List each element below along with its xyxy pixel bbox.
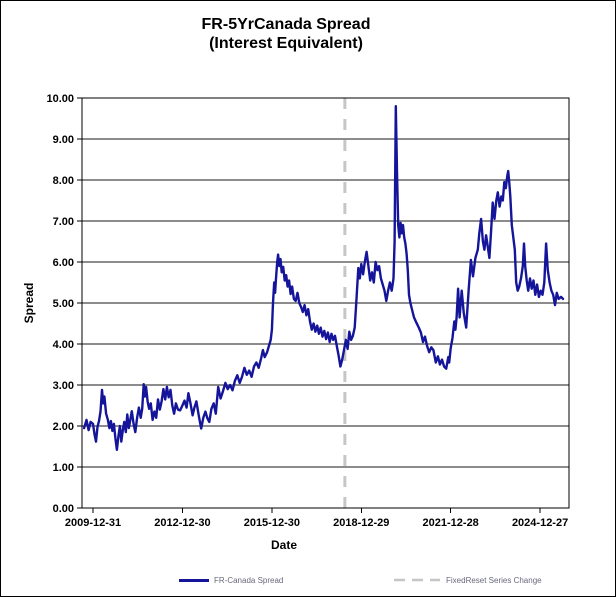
svg-text:8.00: 8.00	[53, 175, 74, 187]
svg-text:7.00: 7.00	[53, 216, 74, 228]
legend-item-fixedreset-series-change: FixedReset Series Change	[393, 575, 542, 585]
legend-line-swatch	[179, 578, 209, 582]
chart-title: FR-5YrCanada Spread (Interest Equivalent…	[1, 15, 571, 53]
svg-text:2021-12-28: 2021-12-28	[423, 517, 479, 529]
svg-text:6.00: 6.00	[53, 257, 74, 269]
svg-text:3.00: 3.00	[53, 380, 74, 392]
y-axis-title: Spread	[22, 282, 36, 324]
svg-text:2018-12-29: 2018-12-29	[333, 517, 389, 529]
x-axis-title: Date	[270, 538, 297, 552]
svg-text:10.00: 10.00	[46, 93, 74, 105]
svg-text:9.00: 9.00	[53, 134, 74, 146]
svg-text:1.00: 1.00	[53, 462, 74, 474]
legend-label-fixedreset-series-change: FixedReset Series Change	[446, 575, 542, 585]
legend-item-fr-canada-spread: FR-Canada Spread	[179, 575, 283, 585]
svg-text:0.00: 0.00	[53, 503, 74, 515]
svg-text:2009-12-31: 2009-12-31	[65, 517, 121, 529]
svg-text:2012-12-30: 2012-12-30	[154, 517, 210, 529]
svg-text:5.00: 5.00	[53, 298, 74, 310]
chart-title-line2: (Interest Equivalent)	[209, 35, 363, 52]
svg-text:2015-12-30: 2015-12-30	[244, 517, 300, 529]
legend-dash-swatch	[394, 578, 440, 582]
svg-text:4.00: 4.00	[53, 339, 74, 351]
svg-text:2.00: 2.00	[53, 421, 74, 433]
chart-title-line1: FR-5YrCanada Spread	[201, 16, 371, 33]
svg-text:2024-12-27: 2024-12-27	[512, 517, 568, 529]
legend-label-fr-canada-spread: FR-Canada Spread	[214, 575, 284, 585]
